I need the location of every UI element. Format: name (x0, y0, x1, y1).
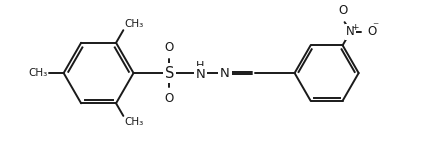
Text: CH₃: CH₃ (124, 117, 143, 127)
Text: O: O (165, 41, 174, 54)
Text: CH₃: CH₃ (124, 19, 143, 29)
Text: N: N (196, 67, 205, 81)
Text: H: H (196, 61, 205, 71)
Text: N: N (346, 25, 355, 38)
Text: +: + (352, 22, 359, 32)
Text: N: N (220, 67, 230, 79)
Text: O: O (367, 25, 376, 38)
Text: ⁻: ⁻ (372, 20, 379, 34)
Text: CH₃: CH₃ (29, 68, 48, 78)
Text: O: O (165, 92, 174, 105)
Text: O: O (338, 4, 347, 17)
Text: S: S (165, 66, 174, 81)
